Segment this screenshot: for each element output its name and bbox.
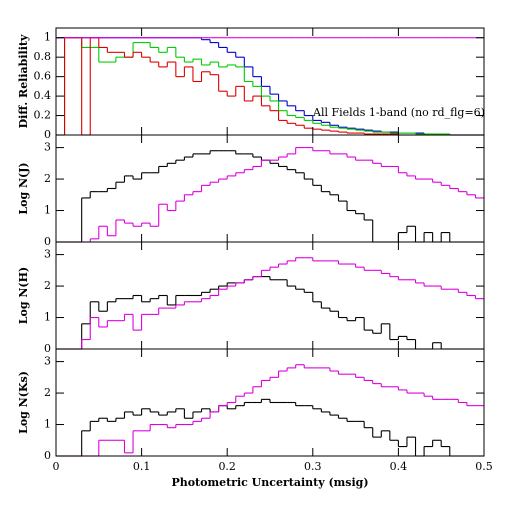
y-tick-label: 3 xyxy=(44,355,51,368)
y-tick-label: 3 xyxy=(44,141,51,154)
y-tick-label: 1 xyxy=(44,418,51,431)
x-axis-label: Photometric Uncertainty (msig) xyxy=(171,476,368,489)
y-tick-label: 2 xyxy=(44,279,51,292)
y-axis-label: Diff. Reliability xyxy=(17,34,30,128)
y-tick-label: 0.4 xyxy=(34,89,52,102)
y-tick-label: 0.6 xyxy=(34,70,52,83)
x-tick-label: 0.2 xyxy=(218,460,236,473)
y-tick-label: 1 xyxy=(44,311,51,324)
y-tick-label: 0.2 xyxy=(34,109,52,122)
y-tick-label: 2 xyxy=(44,172,51,185)
y-axis-label: Log N(H) xyxy=(17,267,30,324)
y-tick-label: 3 xyxy=(44,248,51,261)
y-tick-label: 1 xyxy=(44,31,51,44)
panel-frame xyxy=(55,348,485,457)
x-tick-label: 0.5 xyxy=(475,460,493,473)
y-tick-label: 0 xyxy=(44,235,51,248)
y-axis-label: Log N(Ks) xyxy=(17,371,30,434)
y-axis-label: Log N(J) xyxy=(17,162,30,214)
y-tick-label: 2 xyxy=(44,386,51,399)
annotation: All Fields 1-band (no rd_flg=6) xyxy=(312,106,485,119)
y-tick-label: 0 xyxy=(44,128,51,141)
y-tick-label: 0 xyxy=(44,342,51,355)
x-tick-label: 0.3 xyxy=(304,460,322,473)
panel-frame xyxy=(55,241,485,350)
x-tick-label: 0.1 xyxy=(133,460,151,473)
y-tick-label: 1 xyxy=(44,204,51,217)
panel-frame xyxy=(55,134,485,243)
x-tick-label: 0.4 xyxy=(390,460,408,473)
y-tick-label: 0 xyxy=(44,449,51,462)
y-tick-label: 0.8 xyxy=(34,50,52,63)
x-tick-label: 0 xyxy=(53,460,60,473)
